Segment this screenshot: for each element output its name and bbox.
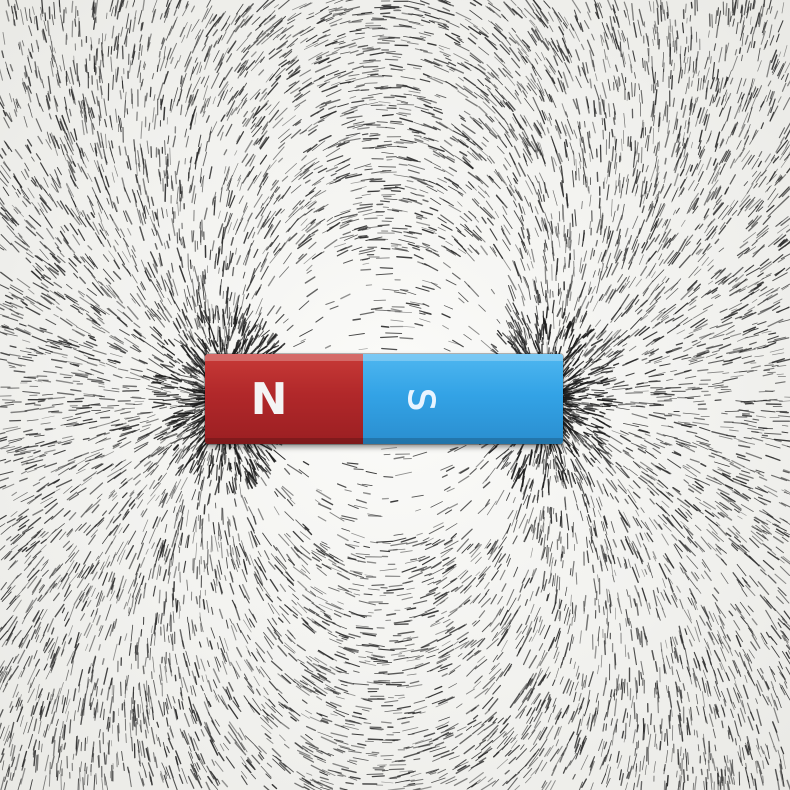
north-pole: N (205, 354, 363, 444)
bar-magnet: N S (205, 354, 563, 444)
north-pole-label: N (250, 373, 288, 425)
south-pole-label: S (399, 387, 441, 411)
south-pole: S (363, 354, 563, 444)
